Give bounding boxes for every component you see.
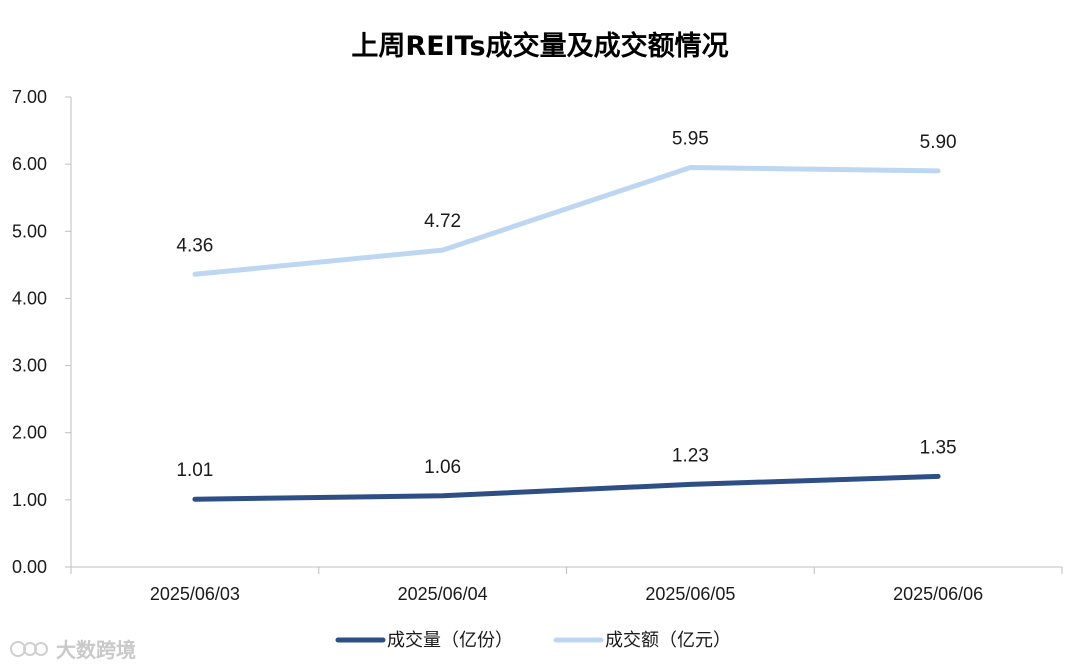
data-label: 5.90 bbox=[920, 132, 957, 153]
y-tick-label: 1.00 bbox=[12, 490, 47, 510]
data-label: 5.95 bbox=[672, 129, 709, 150]
data-label: 1.06 bbox=[424, 457, 461, 478]
data-label: 1.35 bbox=[920, 437, 957, 458]
series-line-2 bbox=[192, 165, 941, 277]
legend: 成交量（亿份） 成交额（亿元） bbox=[335, 630, 731, 651]
y-tick-label: 6.00 bbox=[12, 154, 47, 174]
y-tick-label: 0.00 bbox=[12, 557, 47, 577]
data-label: 1.01 bbox=[176, 460, 213, 481]
y-tick-label: 2.00 bbox=[12, 423, 47, 443]
y-tick-label: 7.00 bbox=[12, 87, 47, 107]
data-labels: 1.01 1.06 1.23 1.35 4.36 4.72 5.95 5.90 bbox=[176, 129, 956, 482]
watermark-text: 大数跨境 bbox=[56, 638, 136, 662]
brand-logo-icon bbox=[10, 641, 48, 657]
data-label: 4.36 bbox=[176, 235, 213, 256]
series-line-1 bbox=[192, 473, 941, 502]
y-tick-label: 4.00 bbox=[12, 288, 47, 308]
legend-label-2: 成交额（亿元） bbox=[605, 630, 731, 651]
x-tick-label: 2025/06/03 bbox=[150, 584, 240, 604]
axes: 0.00 1.00 2.00 3.00 4.00 5.00 6.00 7.00 2025/06/… bbox=[12, 87, 1063, 604]
legend-label-1: 成交量（亿份） bbox=[387, 630, 513, 651]
data-label: 4.72 bbox=[424, 211, 461, 232]
series-layer bbox=[192, 165, 941, 502]
y-tick-label: 5.00 bbox=[12, 221, 47, 241]
data-label: 1.23 bbox=[672, 445, 709, 466]
y-tick-label: 3.00 bbox=[12, 356, 47, 376]
x-tick-label: 2025/06/05 bbox=[645, 584, 735, 604]
x-tick-label: 2025/06/04 bbox=[398, 584, 488, 604]
watermark: 大数跨境 bbox=[10, 638, 136, 662]
x-tick-label: 2025/06/06 bbox=[893, 584, 983, 604]
chart-title: 上周REITs成交量及成交额情况 bbox=[351, 30, 728, 62]
